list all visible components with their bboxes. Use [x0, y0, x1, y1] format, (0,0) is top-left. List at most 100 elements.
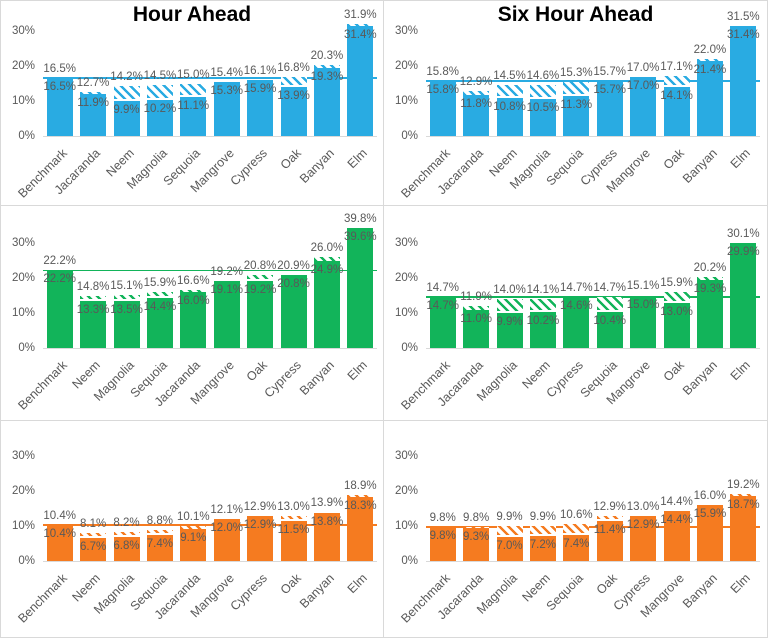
solid-value-label: 13.5% [110, 303, 143, 316]
bar-solid-segment [596, 311, 623, 348]
bar-solid-segment [730, 243, 757, 348]
solid-value-label: 15.7% [593, 84, 626, 97]
total-value-label: 15.1% [110, 280, 143, 293]
chart-title: Hour Ahead [132, 3, 252, 26]
bar-hatched-segment [180, 83, 207, 98]
y-axis-tick-label: 10% [11, 520, 35, 532]
y-axis-tick-label: 30% [394, 237, 418, 249]
solid-value-label: 19.3% [693, 283, 727, 296]
total-value-label: 20.2% [693, 262, 727, 275]
bar-solid-segment [180, 529, 207, 561]
benchmark-line [426, 295, 760, 298]
chart-title: Six Hour Ahead [497, 3, 654, 26]
y-axis-tick-label: 20% [394, 485, 418, 497]
bar-hatched-segment [463, 306, 490, 310]
solid-value-label: 12.9% [626, 518, 660, 531]
solid-value-label: 19.3% [310, 71, 344, 84]
bar-solid-segment [596, 521, 623, 561]
total-value-label: 31.5% [726, 10, 760, 23]
solid-value-label: 11.3% [560, 99, 593, 112]
bar-hatched-segment [730, 242, 757, 244]
solid-value-label: 13.9% [277, 90, 310, 103]
bar-solid-segment [146, 535, 173, 561]
bar-hatched-segment [146, 85, 173, 101]
total-value-label: 14.7% [426, 281, 459, 294]
solid-value-label: 11.0% [460, 312, 492, 325]
solid-value-label: 9.9% [113, 104, 140, 117]
bar-hatched-segment [463, 90, 490, 95]
total-value-label: 10.1% [176, 510, 210, 523]
bar-hatched-segment [529, 526, 556, 536]
bar-hatched-segment [730, 493, 757, 496]
total-value-label: 14.5% [143, 70, 177, 83]
total-value-label: 16.0% [693, 490, 727, 502]
bar-solid-segment [630, 515, 657, 561]
solid-value-label: 9.1% [180, 532, 207, 545]
total-value-label: 12.9% [459, 75, 493, 88]
total-value-label: 11.9% [460, 291, 492, 304]
bar-solid-segment [563, 96, 590, 136]
bar-hatched-segment [313, 64, 340, 69]
total-value-label: 13.0% [277, 500, 310, 513]
solid-value-label: 12.0% [210, 522, 243, 534]
total-value-label: 26.0% [310, 242, 344, 254]
bar-solid-segment [347, 228, 374, 348]
bar-solid-segment [280, 520, 307, 561]
solid-value-label: 15.9% [243, 83, 277, 96]
bar-solid-segment [80, 94, 107, 136]
benchmark-line [43, 269, 377, 272]
total-value-label: 14.7% [593, 281, 626, 294]
bar-solid-segment [463, 94, 490, 136]
y-axis-tick-label: 20% [11, 485, 35, 497]
bar-hatched-segment [146, 530, 173, 536]
total-value-label: 14.7% [559, 281, 593, 294]
bar-solid-segment [563, 296, 590, 348]
bar-solid-segment [630, 76, 657, 136]
bar-solid-segment [463, 528, 490, 561]
solid-value-label: 10.4% [593, 314, 626, 327]
chart-panel-bottom-right: 9.8% 9.8% 9.8% 9.3% 9.9% 7.0% 9.9% 7.2% 10.6% 7.4… [384, 421, 767, 637]
solid-value-label: 7.4% [146, 538, 173, 551]
total-value-label: 17.0% [626, 61, 660, 74]
bar-solid-segment [663, 86, 690, 136]
total-value-label: 15.3% [559, 67, 593, 80]
solid-value-label: 11.8% [460, 97, 492, 110]
solid-value-label: 11.9% [77, 97, 109, 110]
solid-value-label: 39.6% [343, 231, 377, 243]
solid-value-label: 18.7% [726, 498, 760, 511]
bar-hatched-segment [247, 79, 274, 81]
solid-value-label: 11.5% [277, 523, 310, 536]
bar-hatched-segment [347, 494, 374, 497]
y-axis-tick-label: 10% [11, 95, 35, 107]
solid-value-label: 18.3% [343, 499, 377, 512]
solid-value-label: 22.2% [43, 273, 76, 286]
chart-panel-hour-ahead: Hour Ahead 16.5% 16.5% 12.7% 11.9% 14.2% 9.9%… [1, 1, 384, 206]
bar-solid-segment [730, 495, 757, 561]
benchmark-line [426, 525, 760, 528]
bar-hatched-segment [529, 84, 556, 100]
bar-hatched-segment [347, 24, 374, 27]
bar-hatched-segment [663, 76, 690, 87]
total-value-label: 14.6% [526, 69, 560, 82]
solid-value-label: 14.4% [143, 300, 177, 313]
solid-value-label: 14.6% [559, 299, 593, 312]
solid-value-label: 10.2% [526, 315, 560, 328]
chart-panel-middle-right: 14.7% 14.7% 11.9% 11.0% 14.0% 9.9% 14.1% 10.2% 1… [384, 206, 767, 421]
total-value-label: 22.2% [43, 255, 76, 268]
bar-solid-segment [496, 313, 523, 348]
plot-area: 14.7% 14.7% 11.9% 11.0% 14.0% 9.9% 14.1% 10.2% 1… [426, 228, 760, 349]
bar-hatched-segment [529, 298, 556, 313]
benchmark-line [426, 79, 760, 82]
bar-hatched-segment [596, 296, 623, 312]
solid-value-label: 24.9% [310, 263, 344, 276]
solid-value-label: 14.7% [426, 299, 459, 312]
total-value-label: 39.8% [343, 213, 377, 225]
y-axis-tick-label: 30% [11, 25, 35, 37]
bar-solid-segment [213, 82, 240, 136]
chart-panel-bottom-left: 10.4% 10.4% 8.1% 6.7% 8.2% 6.8% 8.8% 7.4% 10.1% 9… [1, 421, 384, 637]
plot-area: 10.4% 10.4% 8.1% 6.7% 8.2% 6.8% 8.8% 7.4% 10.1% 9… [43, 441, 377, 562]
total-value-label: 20.9% [277, 259, 310, 272]
bar-solid-segment [429, 526, 456, 561]
solid-value-label: 20.8% [277, 278, 310, 291]
solid-value-label: 7.0% [496, 539, 523, 552]
